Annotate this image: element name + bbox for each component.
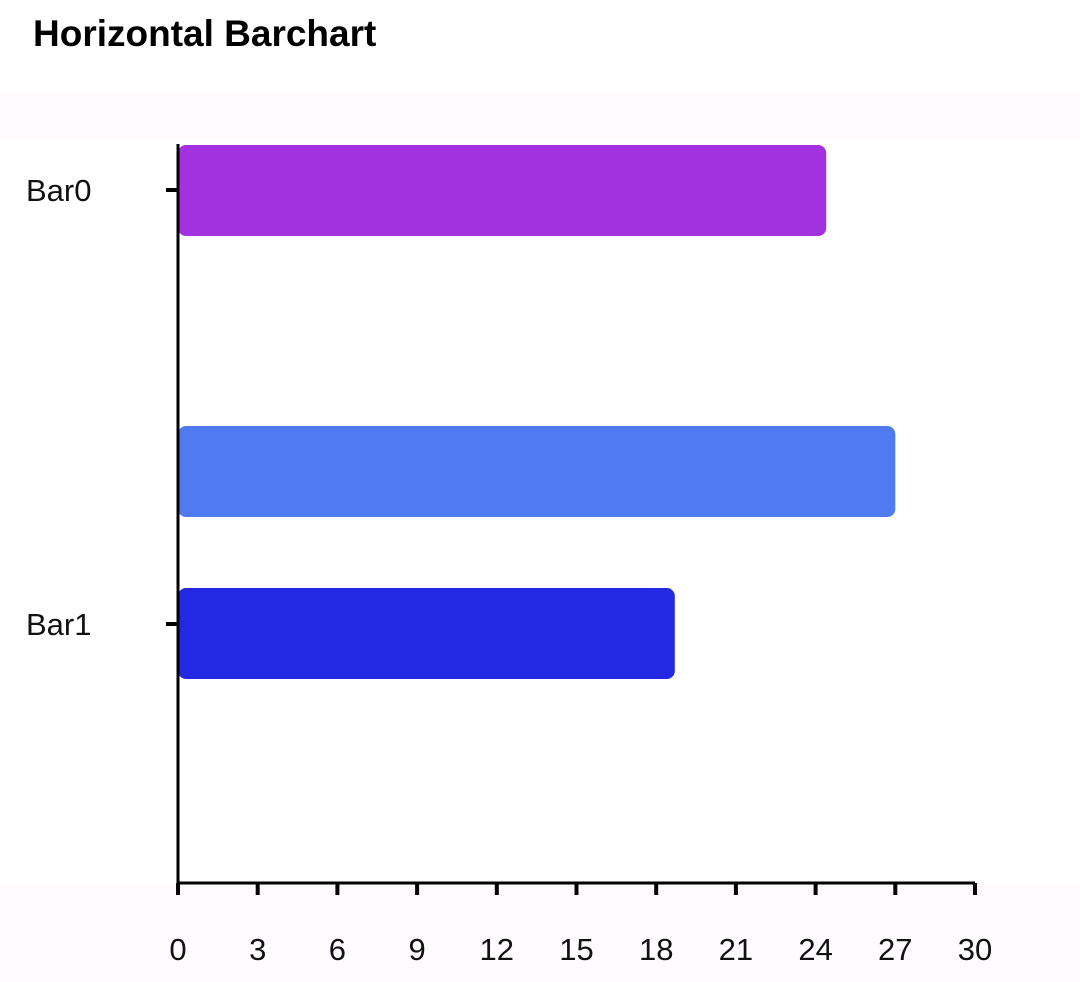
y-tick-label-bar1: Bar1 [26,607,91,642]
x-tick-label-15: 15 [559,932,593,967]
x-tick-label-9: 9 [408,932,425,967]
x-tick-label-3: 3 [249,932,266,967]
x-tick-label-0: 0 [169,932,186,967]
x-tick-label-12: 12 [480,932,514,967]
x-tick-label-18: 18 [639,932,673,967]
chart-title: Horizontal Barchart [33,13,377,54]
bar-chart: Bar0 Bar1 0 3 6 9 12 15 18 21 24 27 30 [0,92,1080,982]
bar-bar1-2 [178,588,675,679]
x-tick-label-21: 21 [719,932,753,967]
y-tick-label-bar0: Bar0 [26,173,91,208]
bar-bar1-1 [178,426,896,517]
x-tick-label-30: 30 [958,932,992,967]
bar-bar0-0 [178,145,827,236]
x-tick-label-24: 24 [798,932,832,967]
x-tick-label-27: 27 [878,932,912,967]
y-axis: Bar0 Bar1 [26,144,180,883]
bars-group [178,145,896,679]
x-axis: 0 3 6 9 12 15 18 21 24 27 30 [169,881,992,967]
chart-area: Bar0 Bar1 0 3 6 9 12 15 18 21 24 27 30 [0,92,1080,982]
x-tick-label-6: 6 [329,932,346,967]
